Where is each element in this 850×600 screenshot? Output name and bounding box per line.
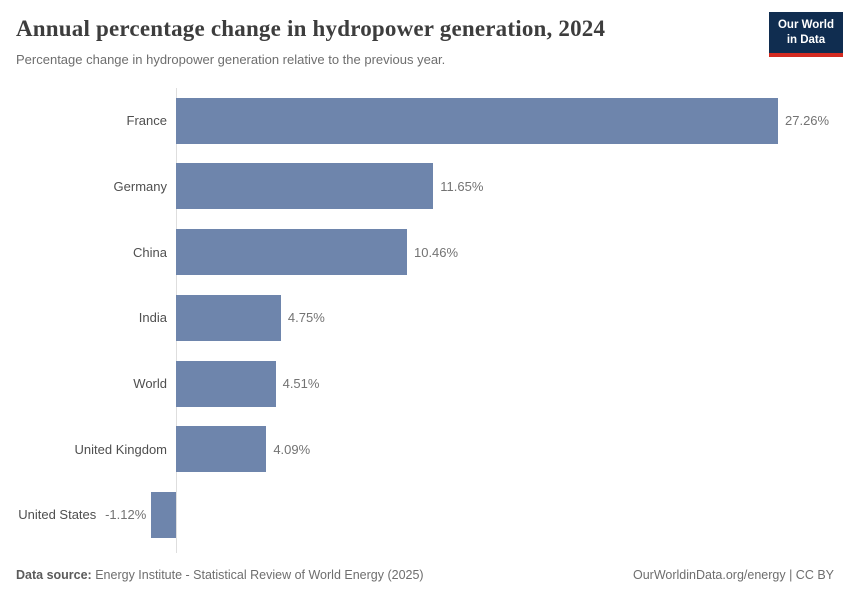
value-label: 10.46% [413,244,459,260]
chart-row: Germany 11.65% [0,154,850,220]
bar[interactable] [176,294,281,341]
chart-subtitle: Percentage change in hydropower generati… [16,52,446,67]
value-label: 4.09% [273,441,311,457]
category-label: Germany [113,179,167,195]
owid-logo-line2: in Data [786,33,826,46]
category-label: China [133,244,167,260]
value-label: 11.65% [440,179,484,195]
category-label: World [133,376,167,392]
value-label: 4.51% [282,376,320,392]
chart-row: United Kingdom 4.09% [0,416,850,482]
data-source-text: Energy Institute - Statistical Review of… [91,568,424,582]
chart-row: China 10.46% [0,219,850,285]
category-label: India [138,310,167,326]
data-source-note: Data source: Energy Institute - Statisti… [16,568,424,582]
data-source-label: Data source: [16,568,92,582]
category-label: United States [18,507,97,523]
category-label: United Kingdom [74,441,168,457]
chart-row: France 27.26% [0,88,850,154]
chart-row: World 4.51% [0,351,850,417]
value-label: 27.26% [785,113,830,129]
value-label: 4.75% [287,310,325,326]
owid-logo-line1: Our World [777,19,834,31]
bar[interactable] [176,163,434,210]
chart-row: India 4.75% [0,285,850,351]
bar[interactable] [151,491,176,538]
chart-footer: Data source: Energy Institute - Statisti… [16,568,834,582]
category-label: France [126,113,167,129]
chart-row: United States -1.12% [0,482,850,548]
bar[interactable] [176,229,407,276]
owid-logo[interactable]: Our World in Data [768,12,843,57]
bar[interactable] [176,97,778,144]
bar[interactable] [176,426,267,473]
bar-chart: France 27.26% Germany 11.65% China 10.46… [0,88,850,548]
bar[interactable] [176,360,276,407]
value-label: -1.12% [105,507,147,523]
attribution-link[interactable]: OurWorldinData.org/energy | CC BY [632,568,834,582]
page-title: Annual percentage change in hydropower g… [16,16,606,41]
